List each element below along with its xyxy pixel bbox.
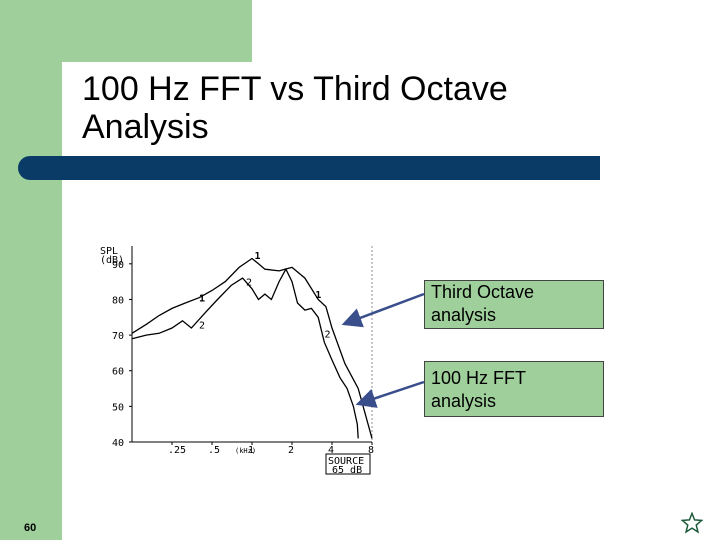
star-icon[interactable] [681,512,703,534]
title-line-1: 100 Hz FFT vs Third Octave [82,70,508,108]
source-label: SOURCE [328,456,364,467]
series-1-marker-label: 1 [315,290,321,301]
series-1-line [131,257,373,439]
x-tick-label: 2 [288,445,294,456]
third-octave-callout: Third Octave analysis [424,280,604,329]
green-sidebar [0,0,62,540]
fft-callout-line2: analysis [431,391,497,411]
source-box [325,453,371,475]
series-1-marker-label: 1 [199,294,205,305]
spectrum-chart: SPL (dB) (kHz) 90 80 70 60 50 40 .25 .5 1 2 4 8 1 1… [98,242,374,478]
fft-callout-line1: 100 Hz FFT [431,368,527,388]
third-octave-callout-line2: analysis [431,305,497,325]
series-2-marker-label: 2 [325,329,331,340]
y-tick-label: 50 [112,402,124,413]
third-octave-callout-line1: Third Octave [431,282,535,302]
series-2-marker-label: 2 [246,278,252,289]
fft-callout: 100 Hz FFT analysis [424,361,604,417]
x-tick-label: .25 [168,445,186,456]
x-tick-label: 1 [248,445,254,456]
page-number: 60 [24,522,37,534]
title-line-2: Analysis [82,108,209,146]
series-1-marker-label: 1 [255,251,261,262]
y-tick-label: 80 [112,295,124,306]
y-axis-label-line1: SPL [100,246,118,257]
title-underline-bar [18,156,600,180]
series-2-marker-label: 2 [199,320,205,331]
source-level: 65 dB [332,465,362,476]
y-axis-label-line2: (dB) [100,255,124,266]
x-tick-label: 8 [368,445,374,456]
page-title: 100 Hz FFT vs Third Octave Analysis [82,70,642,146]
y-tick-label: 90 [112,260,124,271]
y-tick-label: 70 [112,331,124,342]
y-tick-label: 40 [112,438,124,449]
x-axis-unit: (kHz) [235,447,256,455]
series-2-line [131,267,359,439]
x-tick-label: .5 [208,445,220,456]
y-tick-label: 60 [112,367,124,378]
x-tick-label: 4 [328,445,334,456]
